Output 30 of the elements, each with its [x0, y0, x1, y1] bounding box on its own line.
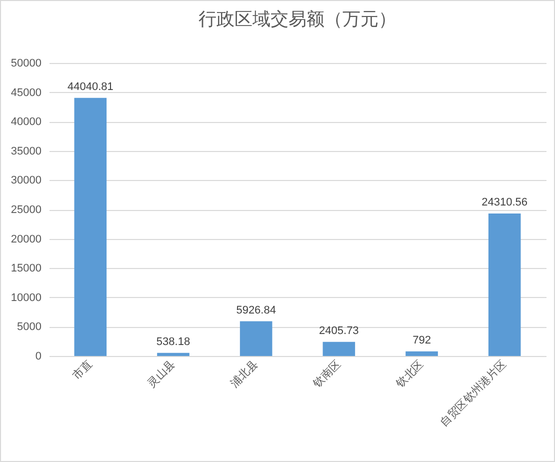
bar [322, 342, 356, 356]
bar [488, 214, 521, 356]
data-label: 792 [412, 334, 431, 346]
x-tick-label: 钦南区 [310, 358, 344, 391]
y-tick-label: 30000 [10, 174, 42, 187]
data-label: 24310.56 [482, 196, 528, 209]
y-tick-label: 0 [35, 350, 42, 362]
data-label: 2405.73 [319, 324, 359, 337]
y-tick-label: 25000 [10, 204, 42, 216]
y-tick-label: 15000 [10, 262, 42, 275]
y-tick-label: 35000 [10, 145, 42, 158]
y-tick-label: 45000 [10, 86, 42, 99]
y-tick-label: 5000 [17, 321, 42, 334]
x-tick-label: 市直 [70, 358, 95, 382]
x-tick-label: 钦北区 [392, 358, 426, 391]
data-label: 5926.84 [236, 304, 276, 316]
x-tick-label: 浦北县 [228, 358, 260, 390]
bar [157, 352, 190, 356]
data-label: 538.18 [156, 336, 190, 348]
data-label: 44040.81 [67, 80, 114, 93]
chart-title: 行政区域交易额（万元） [198, 9, 396, 29]
y-tick-label: 10000 [10, 292, 42, 304]
bar [406, 351, 438, 356]
y-tick-label: 20000 [10, 233, 42, 246]
x-tick-label: 自贸区钦州港片区 [437, 358, 509, 429]
bar [240, 321, 272, 356]
x-tick-label: 灵山县 [144, 358, 178, 390]
y-tick-label: 40000 [10, 116, 42, 128]
y-tick-label: 50000 [10, 58, 42, 70]
bar [74, 98, 107, 356]
